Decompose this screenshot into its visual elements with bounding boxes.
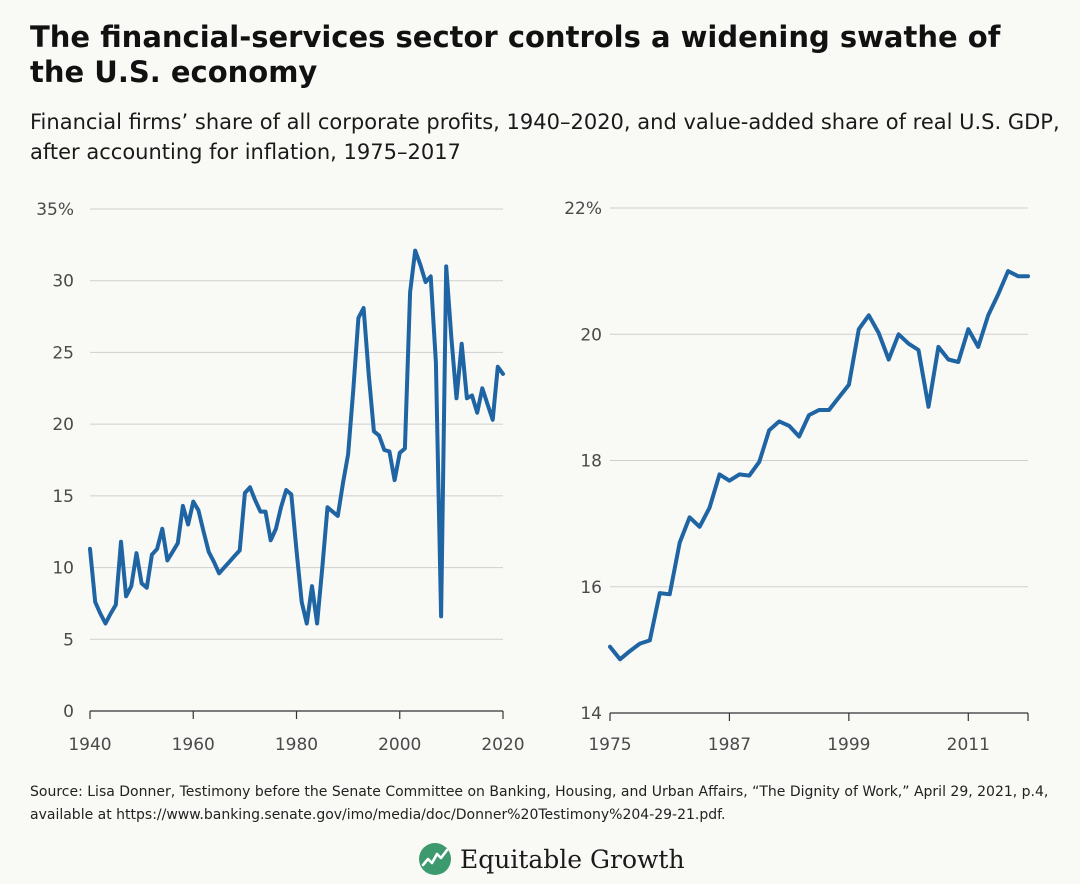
y-tick-label: 35% xyxy=(36,200,74,220)
x-tick-label: 1960 xyxy=(172,735,215,755)
x-tick-label: 1999 xyxy=(827,735,870,755)
y-tick-label: 14 xyxy=(580,704,602,724)
series-line xyxy=(608,269,1030,662)
y-tick-label: 18 xyxy=(580,452,602,472)
x-tick-label: 2000 xyxy=(378,735,421,755)
x-tick-label: 1980 xyxy=(275,735,318,755)
x-tick-label: 2020 xyxy=(481,735,524,755)
chart-subtitle: Financial firms’ share of all corporate … xyxy=(30,110,1060,164)
brand-name: Equitable Growth xyxy=(460,844,685,874)
y-tick-label: 16 xyxy=(580,578,602,598)
x-tick-label: 2011 xyxy=(947,735,990,755)
y-tick-label: 20 xyxy=(580,325,602,345)
chart-title: The financial-services sector controls a… xyxy=(30,20,1001,89)
y-tick-label: 5 xyxy=(63,630,74,650)
y-tick-label: 22% xyxy=(564,199,602,219)
y-tick-label: 15 xyxy=(52,487,74,507)
y-tick-label: 30 xyxy=(52,272,74,292)
x-tick-label: 1987 xyxy=(708,735,751,755)
rising-line-logo-icon xyxy=(419,843,451,875)
y-tick-label: 20 xyxy=(52,415,74,435)
x-tick-label: 1940 xyxy=(68,735,111,755)
y-tick-label: 10 xyxy=(52,559,74,579)
series-line xyxy=(88,248,505,626)
gdp-share-chart: 14 16 18 20 22% 1975 1987 1999 2011 xyxy=(564,199,1030,755)
x-tick-label: 1975 xyxy=(588,735,631,755)
y-tick-label: 25 xyxy=(52,343,74,363)
y-tick-label: 0 xyxy=(63,702,74,722)
brand-logo[interactable]: Equitable Growth xyxy=(418,842,685,876)
source-note: Source: Lisa Donner, Testimony before th… xyxy=(30,784,1049,823)
profit-share-chart: 0 5 10 15 20 25 30 35% 1940 1960 1980 2000 2020 xyxy=(36,200,524,755)
